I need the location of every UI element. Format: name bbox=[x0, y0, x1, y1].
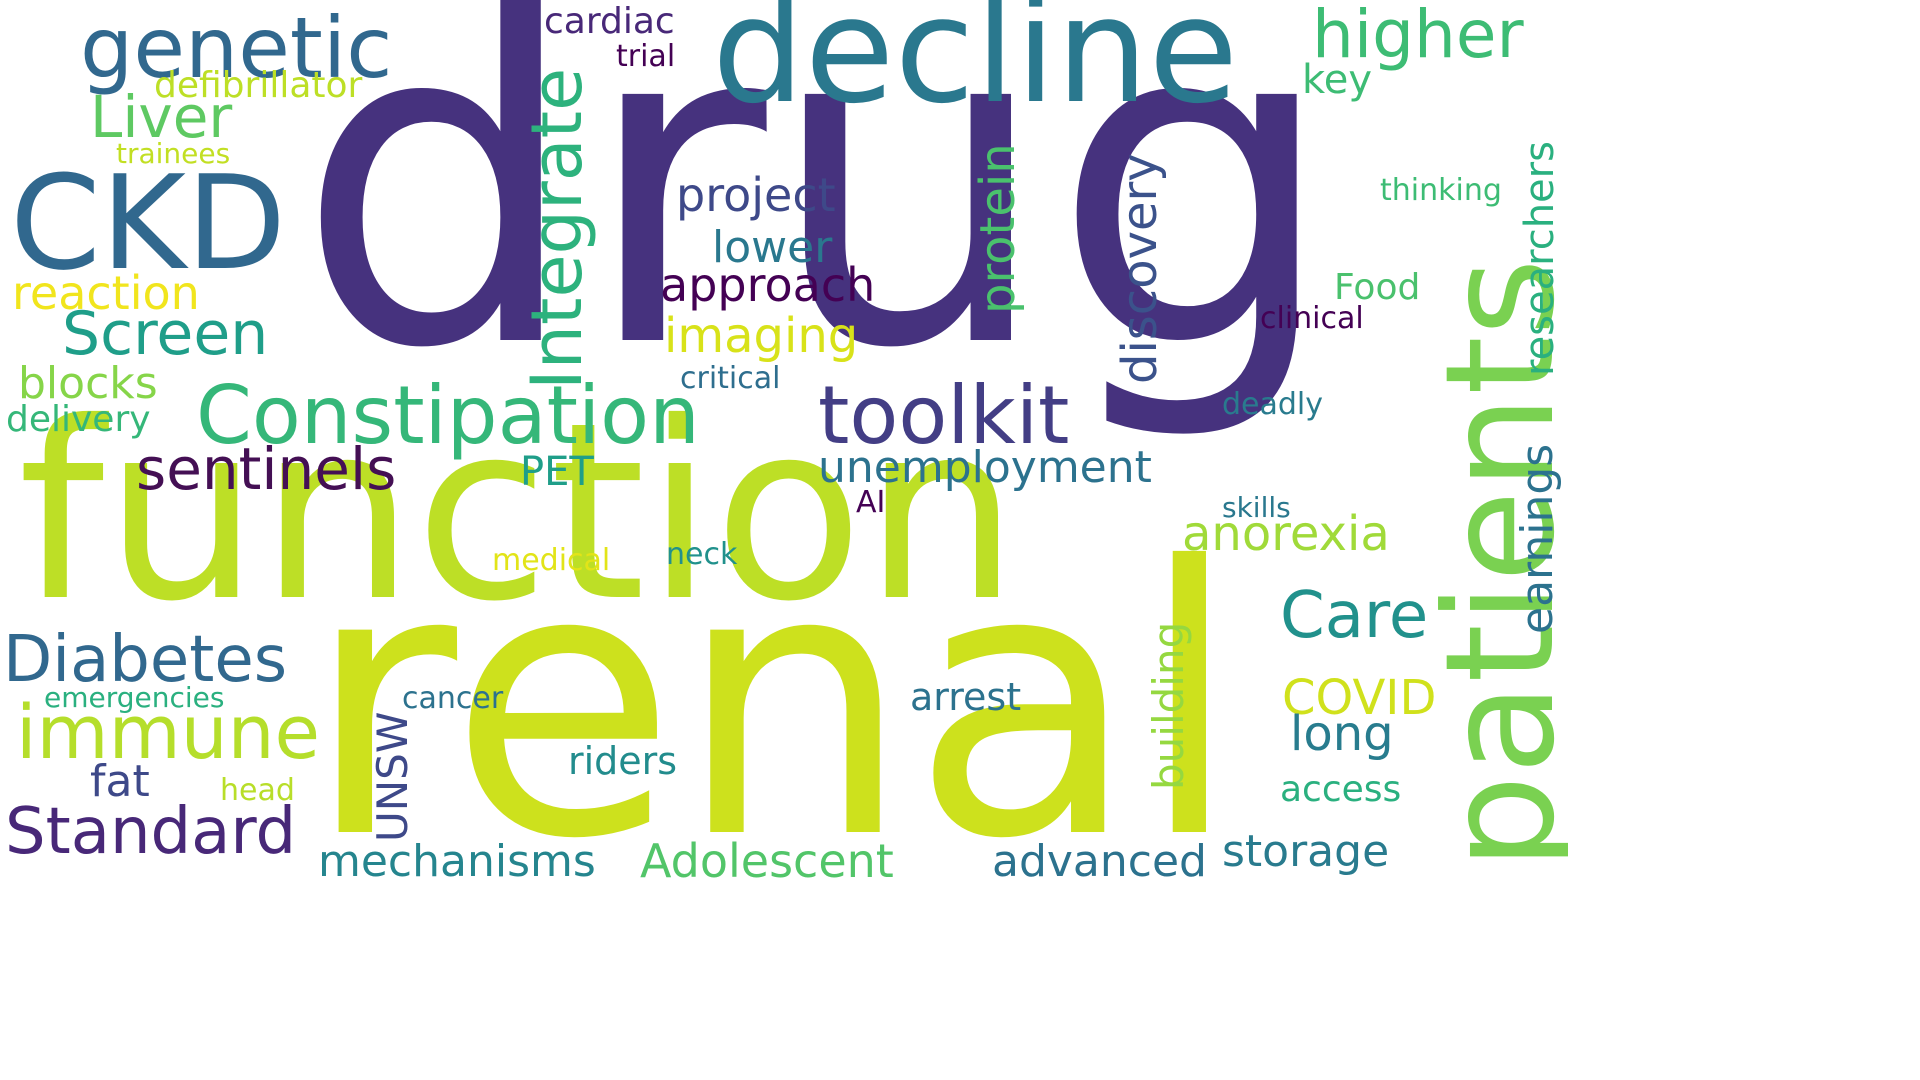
word-key: key bbox=[1302, 57, 1373, 103]
word-delivery: delivery bbox=[6, 399, 151, 440]
word-storage: storage bbox=[1222, 826, 1390, 877]
word-neck: neck bbox=[666, 537, 738, 572]
word-approach: approach bbox=[660, 258, 876, 312]
word-immune: immune bbox=[16, 690, 321, 776]
word-screen: Screen bbox=[62, 299, 269, 369]
word-food: Food bbox=[1334, 267, 1421, 308]
word-head: head bbox=[220, 773, 295, 808]
word-imaging: imaging bbox=[664, 308, 859, 364]
word-fat: fat bbox=[90, 756, 150, 807]
word-renal: renal bbox=[305, 490, 1241, 882]
word-liver: Liver bbox=[90, 83, 233, 151]
word-trainees: trainees bbox=[116, 137, 231, 170]
word-cardiac: cardiac bbox=[544, 1, 675, 42]
word-care: Care bbox=[1280, 579, 1429, 653]
word-blocks: blocks bbox=[18, 358, 158, 409]
word-earnings: earnings bbox=[1512, 443, 1563, 634]
word-higher: higher bbox=[1312, 0, 1524, 73]
word-standard: Standard bbox=[5, 795, 297, 869]
word-reaction: reaction bbox=[12, 266, 200, 320]
word-anorexia: anorexia bbox=[1182, 506, 1390, 562]
word-unsw: UNSW bbox=[368, 711, 417, 842]
word-mechanisms: mechanisms bbox=[318, 836, 596, 883]
word-clinical: clinical bbox=[1260, 301, 1364, 336]
word-defibrillator: defibrillator bbox=[154, 65, 363, 106]
word-trial: trial bbox=[616, 39, 676, 74]
word-protein: protein bbox=[970, 143, 1026, 314]
word-drug: drug bbox=[296, 0, 1338, 447]
word-genetic: genetic bbox=[80, 0, 393, 97]
word-constipation: Constipation bbox=[196, 369, 700, 462]
word-emergencies: emergencies bbox=[44, 681, 225, 714]
word-covid: COVID bbox=[1282, 670, 1437, 726]
word-advanced: advanced bbox=[992, 836, 1207, 883]
word-ckd: CKD bbox=[10, 147, 287, 299]
word-medical: medical bbox=[492, 543, 611, 578]
word-discovery: discovery bbox=[1112, 153, 1168, 384]
word-skills: skills bbox=[1222, 491, 1291, 524]
word-function: function bbox=[18, 370, 1019, 655]
word-arrest: arrest bbox=[910, 675, 1022, 719]
word-toolkit: toolkit bbox=[818, 369, 1070, 462]
word-ai: AI bbox=[856, 485, 886, 520]
word-lower: lower bbox=[712, 222, 833, 273]
word-decline: decline bbox=[712, 0, 1239, 136]
word-pet: PET bbox=[520, 449, 594, 495]
word-access: access bbox=[1280, 769, 1402, 810]
word-diabetes: Diabetes bbox=[3, 623, 288, 697]
word-unemployment: unemployment bbox=[818, 442, 1152, 493]
word-thinking: thinking bbox=[1380, 173, 1502, 208]
word-adolescent: Adolescent bbox=[640, 834, 894, 882]
word-sentinels: sentinels bbox=[136, 435, 397, 503]
word-long: long bbox=[1290, 706, 1394, 762]
word-project: project bbox=[676, 168, 836, 222]
word-cancer: cancer bbox=[402, 681, 504, 716]
word-researchers: researchers bbox=[1517, 141, 1563, 376]
word-building: building bbox=[1144, 621, 1193, 790]
word-critical: critical bbox=[680, 361, 781, 396]
word-deadly: deadly bbox=[1222, 387, 1324, 422]
word-integrate: Integrate bbox=[516, 67, 598, 390]
word-cloud: drug renal function decline CKD genetic … bbox=[3, 0, 1568, 883]
word-riders: riders bbox=[568, 739, 678, 783]
